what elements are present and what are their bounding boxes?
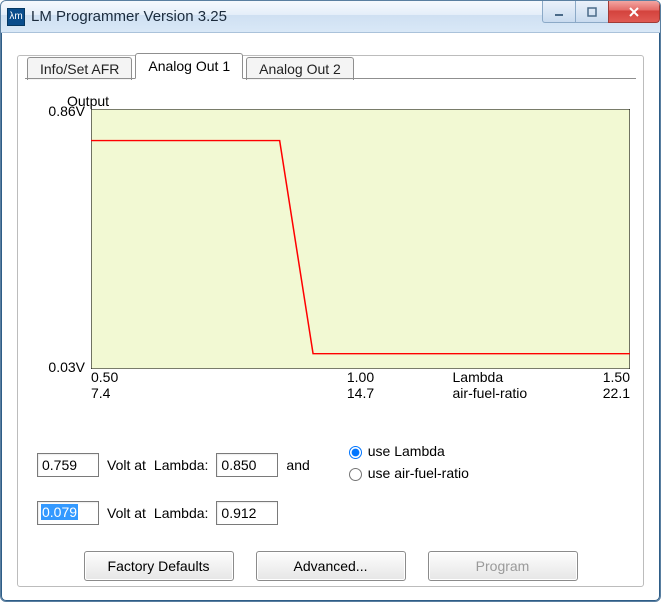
and-label: and <box>286 457 309 473</box>
chart-y-ticks: 0.86V 0.03V <box>37 109 91 369</box>
volt-at-label-2: Volt at <box>107 505 146 521</box>
chart-x-tick-0: 0.50 7.4 <box>91 369 118 401</box>
radio-use-afr-label: use air-fuel-ratio <box>368 465 469 481</box>
close-icon <box>627 5 641 19</box>
unit-radio-group: use Lambda use air-fuel-ratio <box>344 443 469 487</box>
lambda-2-input[interactable] <box>216 501 278 525</box>
chart-x-tick-2: 1.50 22.1 <box>603 369 630 401</box>
lambda-label-2: Lambda: <box>154 505 208 521</box>
advanced-button[interactable]: Advanced... <box>256 551 406 581</box>
chart-x-axis-names: Lambda air-fuel-ratio <box>453 369 528 401</box>
radio-use-afr[interactable]: use air-fuel-ratio <box>344 465 469 481</box>
volt-at-label-1: Volt at <box>107 457 146 473</box>
chart-svg <box>91 109 630 369</box>
lambda-label-1: Lambda: <box>154 457 208 473</box>
button-row: Factory Defaults Advanced... Program <box>9 551 652 581</box>
radio-use-lambda-input[interactable] <box>349 446 362 459</box>
radio-use-lambda[interactable]: use Lambda <box>344 443 469 459</box>
chart-y-axis-label: Output <box>67 93 630 109</box>
chart-y-tick-max: 0.86V <box>48 103 85 119</box>
minimize-button[interactable] <box>542 1 576 23</box>
chart-x-ticks: 0.50 7.4 1.00 14.7 Lambda air-fuel-ratio… <box>91 369 630 409</box>
program-button[interactable]: Program <box>428 551 578 581</box>
factory-defaults-button[interactable]: Factory Defaults <box>84 551 234 581</box>
window-title: LM Programmer Version 3.25 <box>31 8 227 25</box>
chart-y-tick-min: 0.03V <box>48 359 85 375</box>
close-button[interactable] <box>608 1 660 23</box>
chart-plot-area <box>91 109 630 369</box>
maximize-button[interactable] <box>575 1 609 23</box>
tab-info-set-afr[interactable]: Info/Set AFR <box>27 57 132 80</box>
volt-2-input[interactable] <box>37 501 99 525</box>
tab-strip: Info/Set AFR Analog Out 1 Analog Out 2 <box>27 53 357 78</box>
tab-panel-divider <box>25 78 636 79</box>
parameter-form: Volt at Lambda: and use Lambda use air-f… <box>37 443 630 539</box>
app-window: λm LM Programmer Version 3.25 Info/Set A… <box>0 0 661 602</box>
maximize-icon <box>586 6 598 18</box>
window-controls <box>543 1 660 23</box>
chart-x-tick-1: 1.00 14.7 <box>347 369 374 401</box>
tab-analog-out-2[interactable]: Analog Out 2 <box>246 57 354 80</box>
output-chart: Output 0.86V 0.03V 0.50 7.4 1.00 14.7 <box>37 93 630 409</box>
lambda-1-input[interactable] <box>216 453 278 477</box>
radio-use-lambda-label: use Lambda <box>368 443 445 459</box>
app-icon: λm <box>7 8 25 26</box>
tab-analog-out-1[interactable]: Analog Out 1 <box>135 53 243 79</box>
volt-1-input[interactable] <box>37 453 99 477</box>
titlebar: λm LM Programmer Version 3.25 <box>1 1 660 33</box>
radio-use-afr-input[interactable] <box>349 468 362 481</box>
minimize-icon <box>553 6 565 18</box>
client-area: Info/Set AFR Analog Out 1 Analog Out 2 O… <box>9 41 652 593</box>
